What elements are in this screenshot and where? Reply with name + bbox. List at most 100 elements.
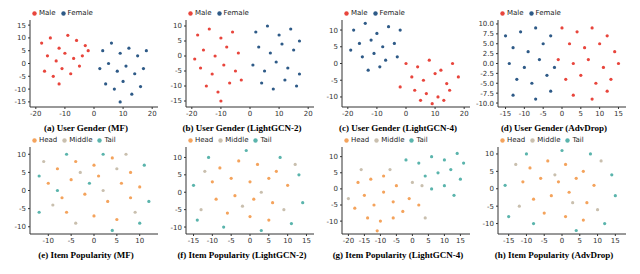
svg-text:5: 5 <box>579 110 583 118</box>
svg-text:-15: -15 <box>503 237 514 245</box>
svg-text:-10: -10 <box>171 82 182 90</box>
svg-text:-5: -5 <box>487 203 494 211</box>
svg-text:-15: -15 <box>359 237 370 245</box>
svg-text:-5: -5 <box>175 206 182 214</box>
svg-text:20: 20 <box>460 110 469 118</box>
svg-text:-5: -5 <box>393 237 400 245</box>
svg-text:10: 10 <box>329 153 338 161</box>
svg-text:-15: -15 <box>171 97 182 105</box>
svg-text:-10: -10 <box>15 86 26 94</box>
svg-text:5: 5 <box>334 169 338 177</box>
svg-text:-5: -5 <box>331 201 338 209</box>
svg-text:0: 0 <box>334 185 338 193</box>
svg-text:15: 15 <box>611 237 620 245</box>
svg-text:-5: -5 <box>175 67 182 75</box>
svg-text:-15: -15 <box>15 98 26 106</box>
svg-text:-10: -10 <box>375 237 386 245</box>
svg-text:5: 5 <box>267 237 271 245</box>
svg-text:10: 10 <box>119 110 128 118</box>
svg-text:-10: -10 <box>207 237 218 245</box>
svg-text:-7.5: -7.5 <box>480 90 494 98</box>
svg-text:5: 5 <box>426 237 430 245</box>
svg-text:10: 10 <box>173 154 182 162</box>
svg-text:0.0: 0.0 <box>483 60 494 68</box>
svg-text:-5: -5 <box>19 73 26 81</box>
svg-text:20: 20 <box>148 110 157 118</box>
svg-text:-5: -5 <box>540 110 547 118</box>
svg-text:5: 5 <box>578 237 582 245</box>
svg-text:0: 0 <box>560 110 564 118</box>
svg-text:-10: -10 <box>43 237 54 245</box>
svg-text:-10: -10 <box>15 223 26 231</box>
svg-text:20: 20 <box>304 110 313 118</box>
svg-text:0: 0 <box>334 60 338 68</box>
svg-text:10: 10 <box>283 237 292 245</box>
svg-text:-10: -10 <box>327 218 338 226</box>
svg-text:-10: -10 <box>521 237 532 245</box>
svg-text:5: 5 <box>22 169 26 177</box>
svg-text:-10: -10 <box>371 110 382 118</box>
svg-text:10: 10 <box>329 27 338 35</box>
html-text:(b) User Gender (LightGCN-2): (b) User Gender (LightGCN-2) <box>182 123 302 133</box>
svg-text:-5.0: -5.0 <box>480 80 494 88</box>
svg-text:10: 10 <box>431 110 440 118</box>
svg-text:-20: -20 <box>186 110 197 118</box>
svg-text:15: 15 <box>17 22 26 30</box>
svg-text:-5: -5 <box>541 237 548 245</box>
svg-text:0: 0 <box>22 60 26 68</box>
svg-text:-10.0: -10.0 <box>476 100 494 108</box>
svg-text:2.5: 2.5 <box>483 50 494 58</box>
svg-text:0: 0 <box>560 237 564 245</box>
svg-text:0: 0 <box>178 189 182 197</box>
svg-text:5: 5 <box>115 237 119 245</box>
svg-text:10: 10 <box>595 110 604 118</box>
svg-text:-2.5: -2.5 <box>480 70 494 78</box>
svg-text:-5: -5 <box>228 237 235 245</box>
svg-text:10: 10 <box>440 237 449 245</box>
svg-text:0: 0 <box>248 110 252 118</box>
svg-text:10: 10 <box>17 151 26 159</box>
svg-text:0: 0 <box>178 52 182 60</box>
svg-text:-20: -20 <box>343 237 354 245</box>
svg-text:-20: -20 <box>30 110 41 118</box>
svg-text:0: 0 <box>22 187 26 195</box>
svg-text:5: 5 <box>490 168 494 176</box>
svg-text:10: 10 <box>485 150 494 158</box>
svg-text:0: 0 <box>92 110 96 118</box>
svg-text:5.0: 5.0 <box>483 40 494 48</box>
svg-text:0: 0 <box>490 185 494 193</box>
svg-text:-5: -5 <box>68 237 75 245</box>
svg-text:-10: -10 <box>327 93 338 101</box>
svg-text:-15: -15 <box>188 237 199 245</box>
svg-text:10: 10 <box>593 237 602 245</box>
html-text:(d) User Gender (AdvDrop): (d) User Gender (AdvDrop) <box>500 123 608 133</box>
svg-text:-10: -10 <box>59 110 70 118</box>
svg-text:10: 10 <box>275 110 284 118</box>
svg-text:5: 5 <box>22 47 26 55</box>
svg-text:10: 10 <box>17 34 26 42</box>
svg-text:0: 0 <box>248 237 252 245</box>
svg-text:5: 5 <box>334 43 338 51</box>
svg-text:-15: -15 <box>500 110 511 118</box>
svg-text:15: 15 <box>302 237 311 245</box>
svg-text:15: 15 <box>456 237 465 245</box>
svg-text:-10: -10 <box>215 110 226 118</box>
html-text:(a) User Gender (MF): (a) User Gender (MF) <box>44 123 128 133</box>
svg-text:0: 0 <box>410 237 414 245</box>
svg-text:-5: -5 <box>331 77 338 85</box>
svg-text:15: 15 <box>614 110 623 118</box>
svg-text:0: 0 <box>404 110 408 118</box>
svg-text:10: 10 <box>173 22 182 30</box>
svg-text:10: 10 <box>135 237 144 245</box>
svg-text:10.0: 10.0 <box>478 20 494 28</box>
svg-text:-5: -5 <box>19 205 26 213</box>
svg-text:7.5: 7.5 <box>483 30 494 38</box>
html-text:(c) User Gender (LightGCN-4): (c) User Gender (LightGCN-4) <box>339 123 457 133</box>
svg-text:5: 5 <box>178 171 182 179</box>
svg-text:-10: -10 <box>519 110 530 118</box>
svg-text:-20: -20 <box>342 110 353 118</box>
svg-text:-10: -10 <box>483 220 494 228</box>
svg-text:0: 0 <box>92 237 96 245</box>
svg-text:5: 5 <box>178 37 182 45</box>
svg-text:-10: -10 <box>171 224 182 232</box>
